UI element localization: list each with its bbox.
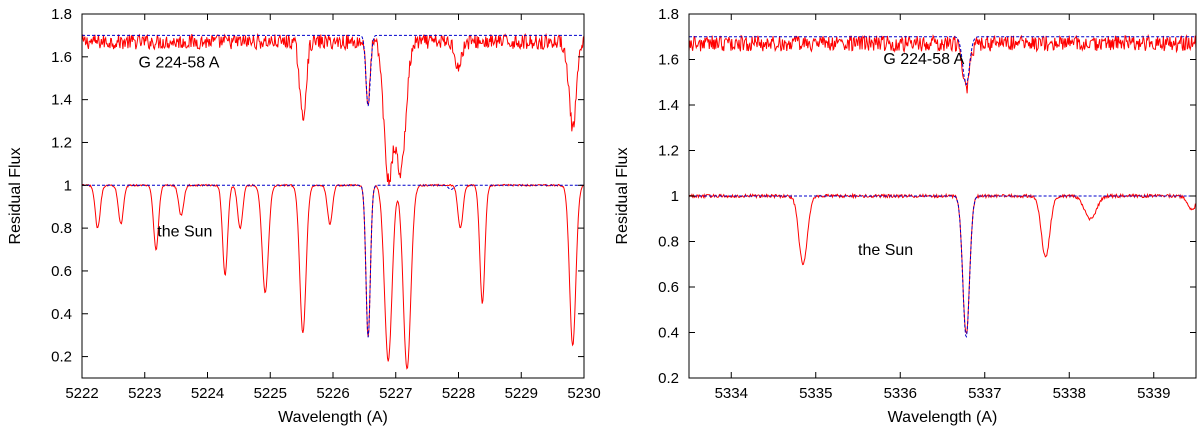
left-spectrum-panel: 5222 5223 5224 5225 5226 5227 5228 5229 5230 0.2 0… — [7, 6, 601, 426]
x-tick-label: 5339 — [1137, 385, 1170, 402]
y-tick-label: 0.8 — [51, 220, 72, 237]
y-tick-label: 0.8 — [658, 234, 679, 251]
x-tick-label: 5335 — [799, 385, 832, 402]
observed-spectrum-line-2 — [689, 192, 1196, 334]
y-tick-label: 1 — [671, 188, 679, 205]
y-tick-label: 1.2 — [658, 143, 679, 160]
y-tick-label: 0.6 — [51, 263, 72, 280]
annotation-label: G 224-58 A — [138, 55, 219, 72]
x-tick-label: 5228 — [442, 385, 475, 402]
x-tick-label: 5338 — [1053, 385, 1086, 402]
y-tick-label: 0.6 — [658, 279, 679, 296]
y-tick-label: 1.6 — [51, 49, 72, 66]
right-spectrum-panel: 5334 5335 5336 5337 5338 5339 0.2 0.4 0.6 0.8 1 1.2… — [614, 6, 1197, 426]
y-axis-title: Residual Flux — [614, 148, 631, 245]
x-axis-title: Wavelength (A) — [278, 409, 388, 426]
y-axis-title: Residual Flux — [7, 148, 24, 245]
y-tick-label: 1.2 — [51, 134, 72, 151]
annotation-label: the Sun — [858, 242, 913, 259]
x-tick-label: 5226 — [316, 385, 349, 402]
x-tick-label: 5230 — [567, 385, 600, 402]
y-tick-label: 0.4 — [51, 306, 72, 323]
observed-spectrum-line-0 — [82, 32, 584, 186]
y-tick-label: 1.4 — [51, 92, 72, 109]
y-tick-label: 1 — [64, 177, 72, 194]
model-line-1 — [689, 36, 1196, 86]
model-line-1 — [82, 34, 584, 107]
y-tick-label: 1.8 — [658, 6, 679, 23]
observed-spectrum-line-0 — [689, 33, 1196, 94]
x-tick-label: 5227 — [379, 385, 412, 402]
x-tick-label: 5336 — [884, 385, 917, 402]
model-line-3 — [689, 195, 1196, 339]
x-tick-label: 5334 — [715, 385, 748, 402]
x-tick-label: 5225 — [254, 385, 287, 402]
y-tick-label: 0.4 — [658, 325, 679, 342]
y-tick-label: 1.6 — [658, 52, 679, 69]
annotation-label: G 224-58 A — [883, 51, 964, 68]
y-tick-label: 0.2 — [51, 349, 72, 366]
annotation-label: the Sun — [157, 224, 212, 241]
y-tick-label: 1.8 — [51, 6, 72, 23]
x-tick-label: 5229 — [505, 385, 538, 402]
x-tick-label: 5337 — [968, 385, 1001, 402]
x-tick-label: 5224 — [191, 385, 224, 402]
y-tick-label: 1.4 — [658, 97, 679, 114]
observed-spectrum-line-2 — [82, 183, 584, 370]
x-axis-title: Wavelength (A) — [888, 409, 998, 426]
model-line-3 — [82, 184, 584, 338]
x-tick-label: 5223 — [128, 385, 161, 402]
x-tick-label: 5222 — [65, 385, 98, 402]
y-tick-label: 0.2 — [658, 370, 679, 387]
